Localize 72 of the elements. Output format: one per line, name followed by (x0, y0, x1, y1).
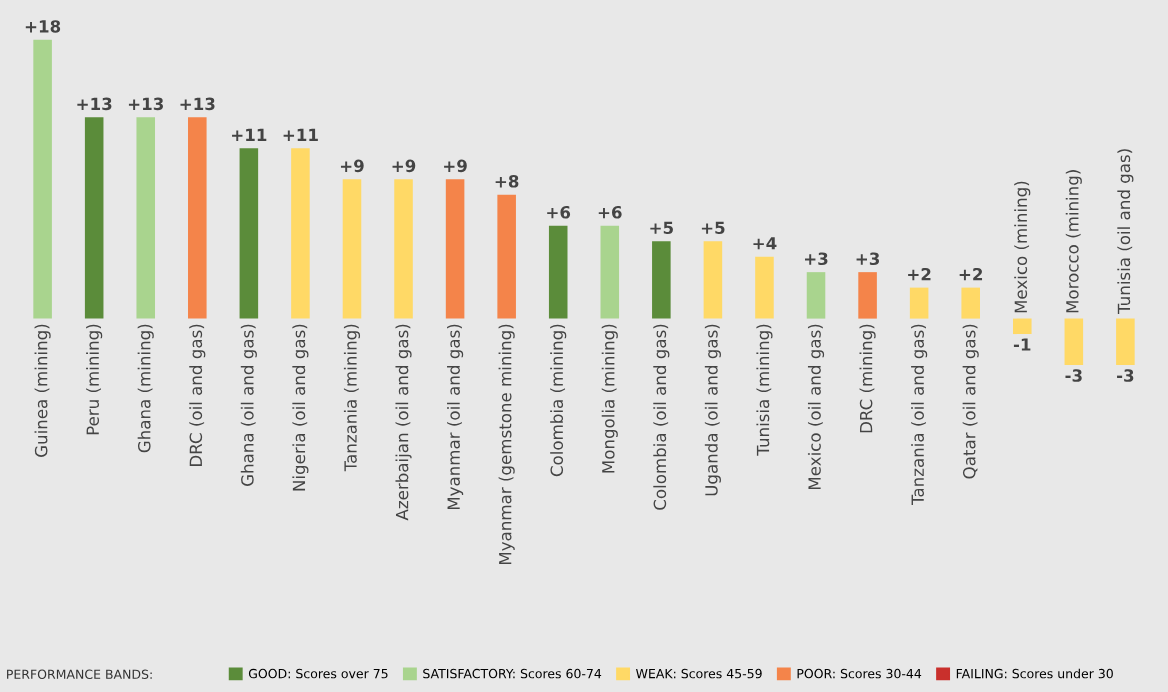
legend-label: WEAK: Scores 45-59 (636, 668, 762, 679)
bar (445, 179, 465, 319)
bar (703, 241, 723, 319)
x-tick-label: Morocco (mining) (1065, 170, 1082, 313)
data-label: +11 (232, 128, 267, 141)
bar (33, 39, 52, 319)
data-label: +6 (547, 205, 571, 219)
data-label: +2 (959, 267, 983, 281)
data-label: +13 (77, 97, 112, 111)
x-tick-label: Uganda (oil and gas) (704, 324, 721, 496)
x-tick-label: Nigeria (oil and gas) (292, 324, 309, 491)
x-tick-label: Tanzania (mining) (343, 324, 361, 472)
data-label: +18 (25, 20, 61, 33)
bar (239, 148, 259, 319)
x-tick-label: Colombia (oil and gas) (653, 324, 670, 510)
data-label: +2 (908, 267, 931, 281)
x-tick-label: Azerbaijan (oil and gas) (395, 324, 412, 521)
x-tick-label: DRC (mining) (859, 324, 876, 433)
bar (84, 117, 104, 319)
bar (188, 117, 207, 319)
bar (909, 287, 929, 319)
x-tick-label: Tunisia (oil and gas) (1117, 149, 1134, 314)
x-tick-label: Myanmar (gemstone mining) (498, 324, 515, 565)
bar (858, 272, 877, 319)
legend-label: POOR: Scores 30-44 (797, 668, 922, 679)
x-tick-label: Guinea (mining) (34, 324, 51, 457)
bar (1012, 318, 1032, 335)
data-label: +13 (128, 97, 163, 111)
bar (961, 287, 980, 319)
data-label: +8 (495, 175, 519, 188)
bar (497, 194, 516, 319)
bar (652, 241, 671, 319)
x-tick-label: Qatar (oil and gas) (962, 324, 979, 479)
bar (755, 256, 774, 319)
bar (342, 179, 362, 319)
x-tick-label: DRC (oil and gas) (189, 324, 206, 467)
data-label: +9 (392, 159, 416, 173)
bar (548, 225, 568, 319)
data-label: -3 (1117, 369, 1134, 382)
legend-title: PERFORMANCE BANDS: (7, 669, 152, 680)
data-label: -3 (1065, 369, 1082, 382)
legend-label: GOOD: Scores over 75 (248, 668, 388, 679)
bar (1064, 318, 1084, 366)
bar (600, 225, 620, 319)
data-label: +5 (650, 221, 673, 235)
x-tick-label: Mexico (mining) (1014, 181, 1031, 313)
x-tick-label: Ghana (mining) (137, 324, 154, 453)
legend-label: FAILING: Scores under 30 (956, 668, 1113, 679)
data-label: -1 (1013, 338, 1031, 351)
data-label: +4 (753, 237, 777, 250)
bar (291, 148, 310, 319)
x-tick-label: Tanzania (oil and gas) (911, 324, 928, 506)
bar (136, 117, 156, 319)
data-label: +9 (444, 159, 467, 173)
data-label: +3 (805, 252, 828, 266)
x-tick-label: Ghana (oil and gas) (240, 324, 257, 486)
data-label: +9 (340, 159, 364, 173)
x-tick-label: Mexico (oil and gas) (807, 324, 825, 489)
data-label: +5 (701, 221, 725, 235)
x-tick-label: Myanmar (oil and gas) (447, 324, 464, 510)
x-tick-label: Peru (mining) (86, 324, 103, 435)
x-tick-label: Mongolia (mining) (601, 324, 618, 473)
data-label: +6 (598, 205, 622, 219)
bar (1116, 318, 1135, 366)
data-label: +11 (283, 128, 318, 141)
data-label: +13 (180, 97, 215, 111)
data-label: +3 (856, 252, 880, 266)
bar (394, 179, 413, 319)
bar (806, 272, 826, 319)
x-tick-label: Colombia (mining) (550, 324, 567, 477)
legend-label: SATISFACTORY: Scores 60-74 (423, 668, 602, 679)
x-tick-label: Tunisia (mining) (756, 324, 773, 456)
